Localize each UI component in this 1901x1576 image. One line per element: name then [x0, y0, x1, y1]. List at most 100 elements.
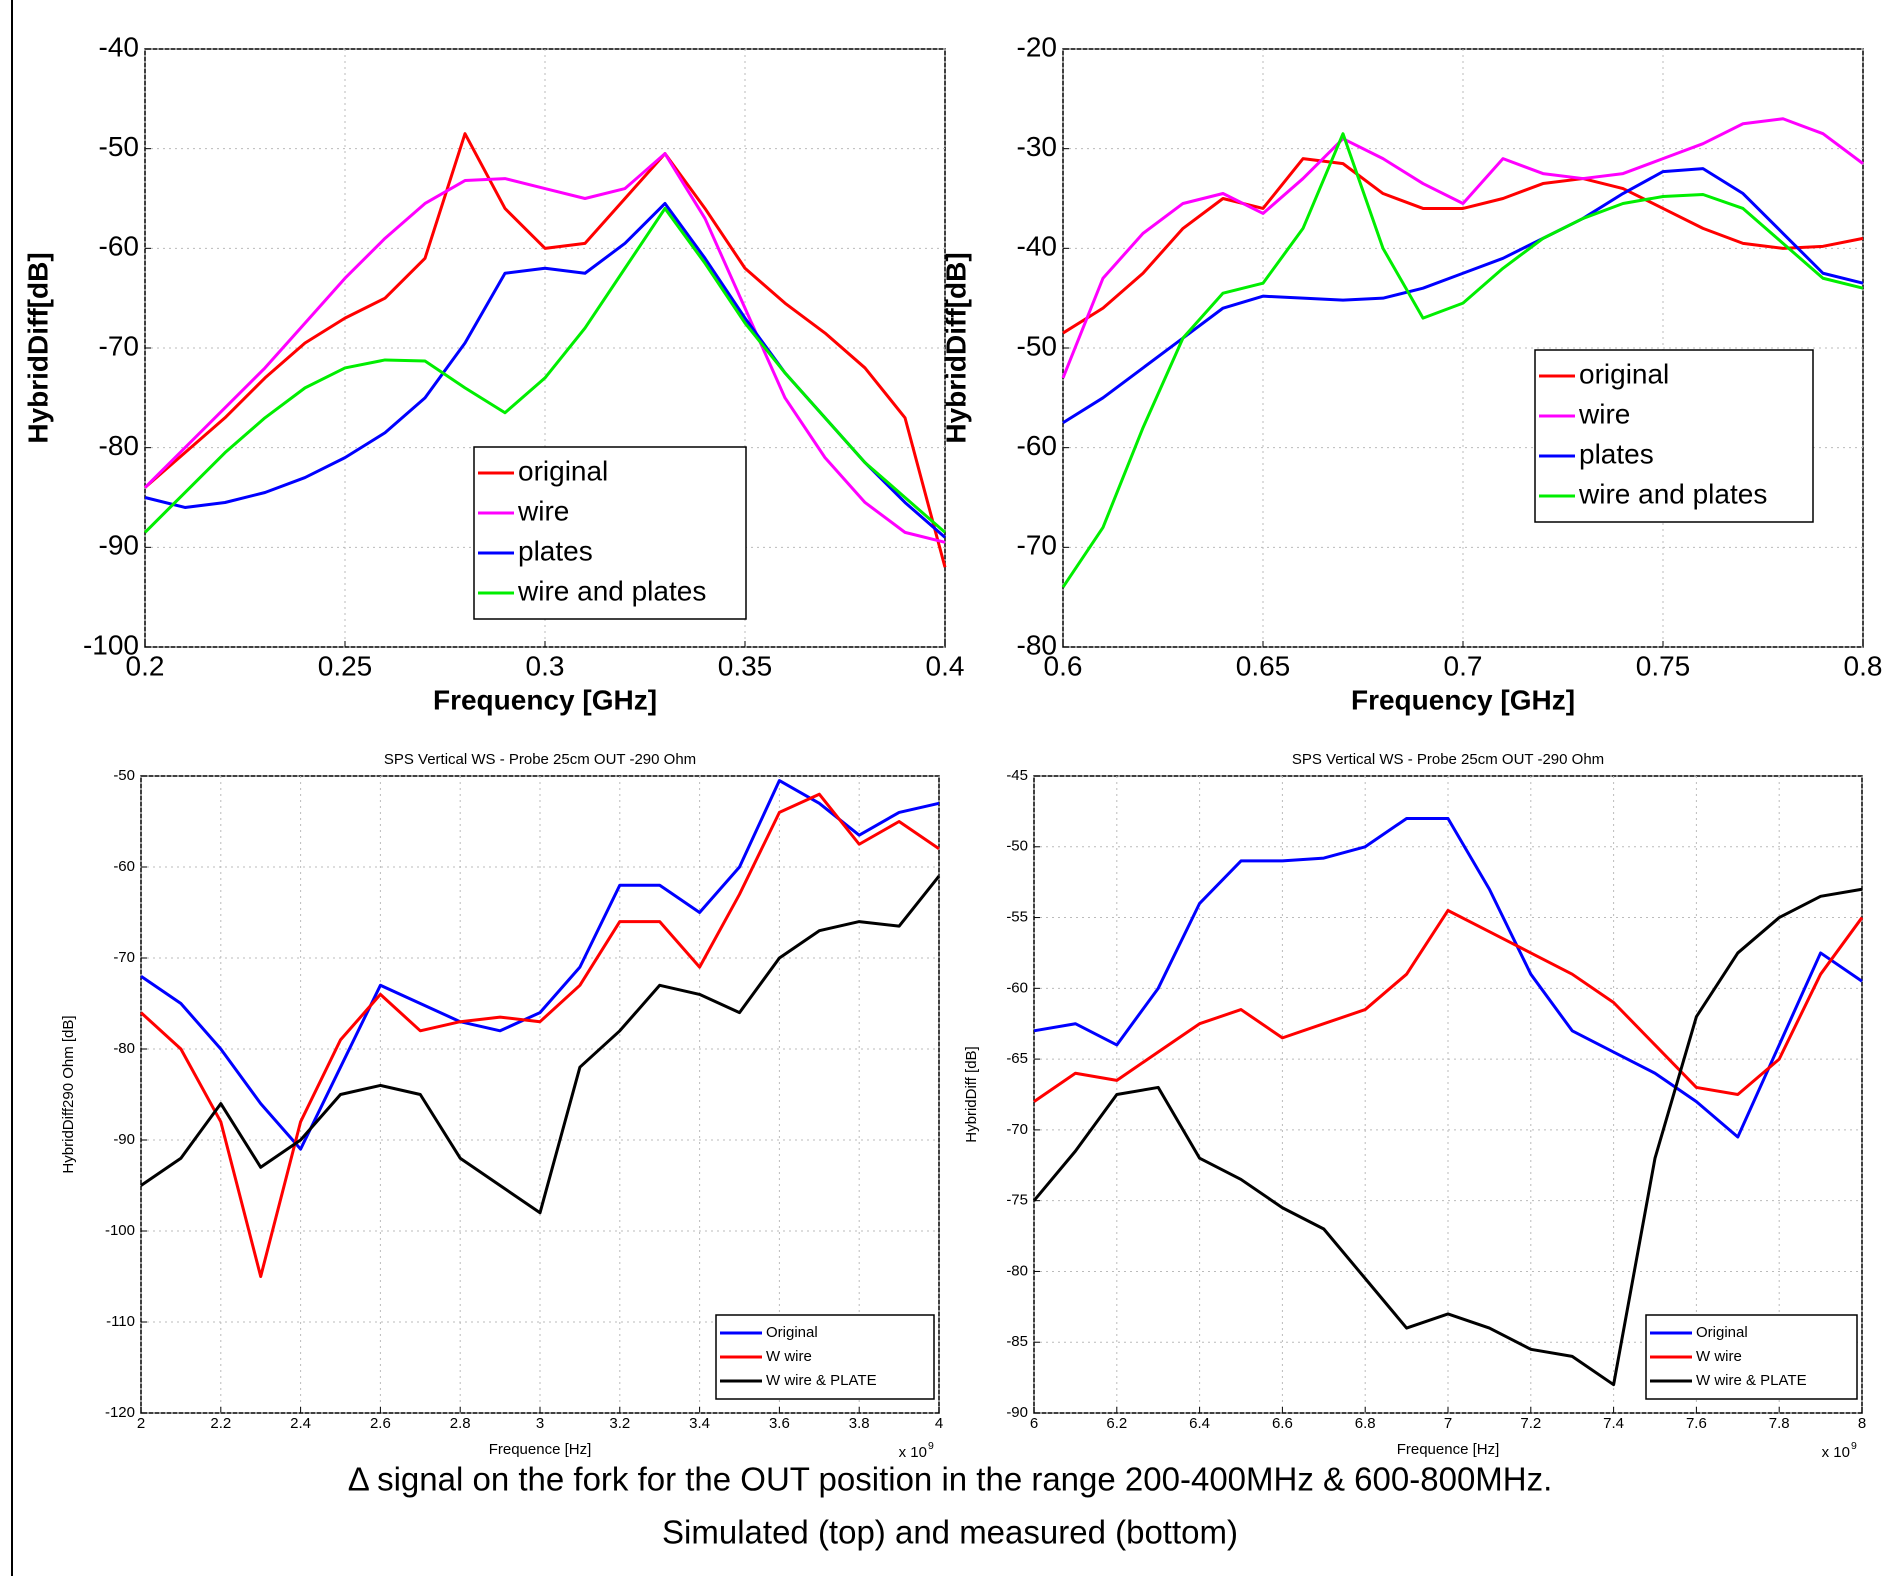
y-tick-label: -70 [113, 949, 135, 966]
y-tick-label: -60 [99, 231, 139, 262]
x-tick-label: 0.4 [926, 650, 965, 681]
y-tick-label: -50 [1006, 838, 1028, 855]
x-scale-exponent: 9 [1851, 1440, 1857, 1452]
legend-label: Original [1696, 1324, 1748, 1341]
x-tick-label: 2 [137, 1415, 145, 1432]
x-tick-label: 0.6 [1044, 650, 1083, 681]
y-tick-label: -80 [99, 430, 139, 461]
y-tick-label: -75 [1006, 1192, 1028, 1209]
x-tick-label: 6.4 [1189, 1415, 1210, 1432]
x-tick-label: 3.4 [689, 1415, 710, 1432]
series-line [143, 152, 946, 544]
legend-label: plates [1579, 438, 1654, 469]
x-tick-label: 8 [1858, 1415, 1866, 1432]
series-line [1032, 887, 1863, 1387]
y-tick-label: -60 [1017, 430, 1057, 461]
x-tick-label: 3.6 [769, 1415, 790, 1432]
series-line [143, 206, 946, 534]
x-tick-label: 2.6 [370, 1415, 391, 1432]
legend-label: Original [766, 1324, 818, 1341]
x-tick-label: 0.2 [126, 650, 165, 681]
series-line [1061, 117, 1864, 379]
legend-label: wire and plates [517, 575, 706, 606]
y-tick-label: -60 [1006, 979, 1028, 996]
x-tick-label: 7.4 [1603, 1415, 1624, 1432]
series-line [139, 792, 940, 1278]
x-tick-label: 7.6 [1686, 1415, 1707, 1432]
x-scale-label: x 10 [1822, 1444, 1850, 1461]
x-tick-label: 0.35 [718, 650, 773, 681]
y-tick-label: -50 [99, 131, 139, 162]
y-tick-label: -90 [1006, 1404, 1028, 1421]
legend-label: original [1579, 358, 1669, 389]
x-axis-label: Frequence [Hz] [489, 1441, 592, 1458]
y-tick-label: -20 [1017, 31, 1057, 62]
caption: Δ signal on the fork for the OUT positio… [348, 1461, 1553, 1498]
x-tick-label: 6.6 [1272, 1415, 1293, 1432]
x-tick-label: 2.2 [210, 1415, 231, 1432]
x-axis-label: Frequency [GHz] [433, 684, 657, 715]
x-tick-label: 0.3 [526, 650, 565, 681]
series-line [140, 779, 940, 1151]
x-tick-label: 3 [536, 1415, 544, 1432]
y-tick-label: -30 [1017, 131, 1057, 162]
x-axis-label: Frequence [Hz] [1397, 1441, 1500, 1458]
x-tick-label: 7 [1444, 1415, 1452, 1432]
x-tick-label: 3.2 [609, 1415, 630, 1432]
y-tick-label: -65 [1006, 1050, 1028, 1067]
legend-box [473, 446, 747, 620]
y-tick-label: -70 [99, 330, 139, 361]
x-tick-label: 0.65 [1236, 650, 1291, 681]
series-line [140, 875, 941, 1215]
legend-label: wire [1578, 398, 1630, 429]
y-axis-label: HybridDiff[dB] [22, 252, 53, 443]
x-tick-label: 0.7 [1444, 650, 1483, 681]
y-tick-label: -45 [1006, 767, 1028, 784]
x-tick-label: 2.4 [290, 1415, 311, 1432]
series-line [144, 132, 947, 568]
legend-label: wire [517, 495, 569, 526]
legend-label: W wire & PLATE [1696, 1372, 1807, 1389]
y-tick-label: -90 [99, 530, 139, 561]
y-tick-label: -40 [1017, 231, 1057, 262]
x-tick-label: 6.8 [1355, 1415, 1376, 1432]
x-tick-label: 0.25 [318, 650, 373, 681]
y-tick-label: -80 [113, 1040, 135, 1057]
series-line [1061, 132, 1864, 589]
x-scale-exponent: 9 [928, 1440, 934, 1452]
series-line [1033, 908, 1864, 1103]
y-tick-label: -90 [113, 1131, 135, 1148]
y-tick-label: -60 [113, 858, 135, 875]
y-tick-label: -70 [1006, 1121, 1028, 1138]
y-tick-label: -70 [1017, 530, 1057, 561]
x-tick-label: 0.8 [1844, 650, 1883, 681]
x-tick-label: 3.8 [849, 1415, 870, 1432]
y-tick-label: -40 [99, 31, 139, 62]
y-tick-label: -55 [1006, 909, 1028, 926]
x-tick-label: 6.2 [1106, 1415, 1127, 1432]
x-tick-label: 4 [935, 1415, 943, 1432]
y-tick-label: -85 [1006, 1333, 1028, 1350]
y-tick-label: -50 [1017, 330, 1057, 361]
series-line [1062, 157, 1864, 335]
x-tick-label: 7.2 [1520, 1415, 1541, 1432]
y-tick-label: -120 [105, 1404, 135, 1421]
y-axis-label: HybridDiff[dB] [940, 252, 971, 443]
chart-title: SPS Vertical WS - Probe 25cm OUT -290 Oh… [384, 751, 696, 768]
x-tick-label: 6 [1030, 1415, 1038, 1432]
legend-label: plates [518, 535, 593, 566]
series-line [1033, 816, 1863, 1139]
x-scale-label: x 10 [899, 1444, 927, 1461]
caption: Simulated (top) and measured (bottom) [662, 1514, 1238, 1551]
y-tick-label: -100 [83, 629, 139, 660]
y-tick-label: -50 [113, 767, 135, 784]
x-tick-label: 0.75 [1636, 650, 1691, 681]
y-tick-label: -80 [1006, 1262, 1028, 1279]
legend-label: W wire & PLATE [766, 1372, 877, 1389]
x-axis-label: Frequency [GHz] [1351, 684, 1575, 715]
y-tick-label: -100 [105, 1222, 135, 1239]
y-axis-label: HybridDiff290 Ohm [dB] [60, 1015, 77, 1173]
x-tick-label: 7.8 [1769, 1415, 1790, 1432]
chart-title: SPS Vertical WS - Probe 25cm OUT -290 Oh… [1292, 751, 1604, 768]
